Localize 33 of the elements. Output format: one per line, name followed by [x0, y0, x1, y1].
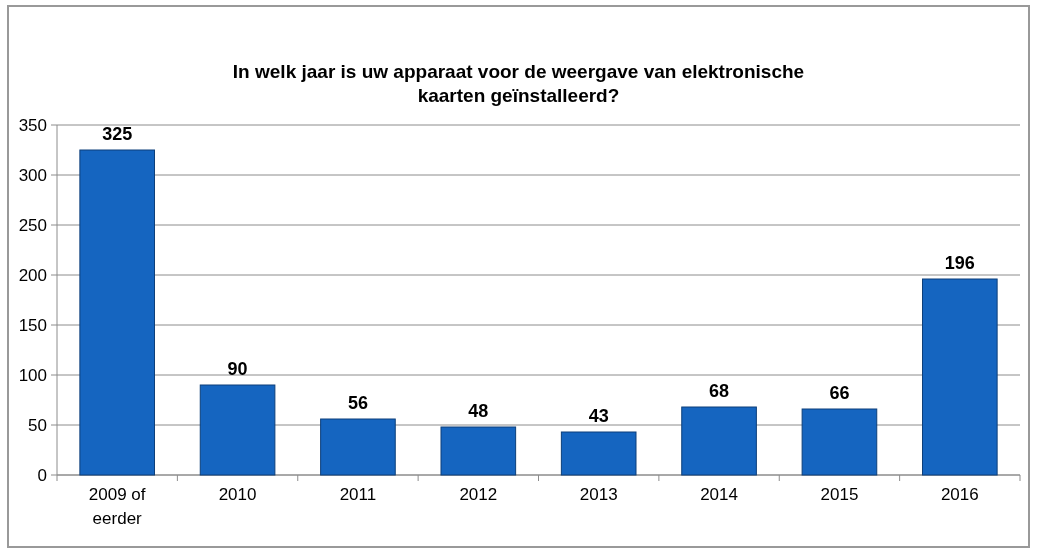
bar — [440, 426, 517, 476]
y-tick-label: 200 — [18, 266, 47, 285]
x-tick-label: 2013 — [579, 485, 618, 504]
bar — [199, 384, 276, 476]
data-label: 66 — [829, 383, 850, 403]
bar — [320, 418, 396, 476]
x-tick-label: 2015 — [820, 485, 859, 504]
y-tick-label: 0 — [37, 466, 47, 485]
x-tick-label: 2012 — [459, 485, 498, 504]
x-tick-label: 2011 — [339, 485, 377, 504]
chart-title: In welk jaar is uw apparaat voor de weergave van elektronische kaarten geïnstalleerd? — [232, 61, 805, 106]
x-tick-label: 2016 — [940, 485, 979, 504]
y-tick-label: 50 — [28, 416, 47, 435]
data-label: 48 — [468, 401, 489, 421]
y-tick-label: 300 — [18, 166, 47, 185]
bar — [79, 149, 155, 476]
data-label: 196 — [944, 253, 975, 273]
x-tick-label: 2010 — [218, 485, 257, 504]
y-tick-label: 250 — [18, 216, 47, 235]
data-label: 325 — [102, 124, 133, 144]
bar — [560, 431, 637, 476]
y-tick-label: 100 — [18, 366, 47, 385]
data-label: 56 — [347, 393, 368, 413]
y-tick-label: 350 — [18, 116, 47, 135]
x-tick-label: 2009 of eerder — [88, 485, 146, 528]
bar — [801, 408, 878, 476]
data-label: 43 — [588, 406, 609, 426]
data-label: 68 — [709, 381, 730, 401]
bar — [681, 406, 757, 476]
x-tick-label: 2014 — [700, 485, 738, 504]
data-label: 90 — [227, 359, 248, 379]
bar — [922, 278, 998, 476]
y-tick-label: 150 — [18, 316, 47, 335]
